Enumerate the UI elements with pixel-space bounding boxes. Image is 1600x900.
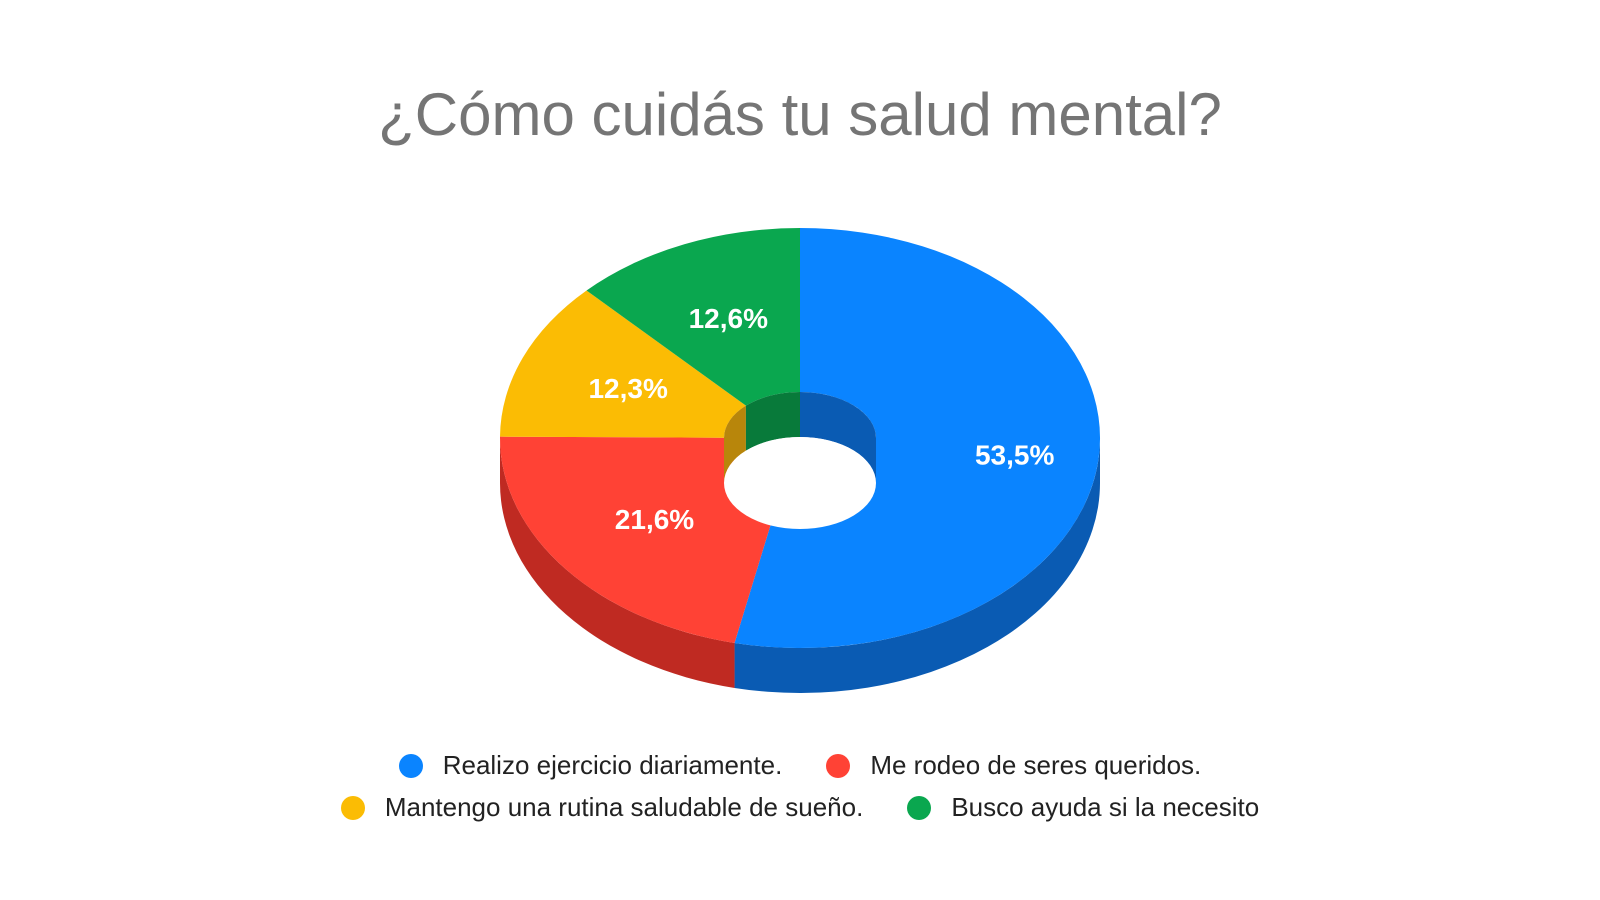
legend-dot-busco-ayuda <box>907 795 932 820</box>
pie-slice-rutina-sueno <box>500 290 746 438</box>
legend-label-busco-ayuda: Busco ayuda si la necesito <box>951 792 1260 822</box>
pie-slice-seres-queridos <box>500 436 784 643</box>
pie-hole-wall-ejercicio-1 <box>800 392 876 483</box>
legend-item-ejercicio: Realizo ejercicio diariamente. <box>398 750 783 781</box>
legend-label-rutina-sueno: Mantengo una rutina saludable de sueño. <box>384 792 864 822</box>
pie-hole-wall-rutina-sueno-0 <box>724 405 746 483</box>
legend-label-ejercicio: Realizo ejercicio diariamente. <box>442 750 783 780</box>
pie-hole-wall-busco-ayuda-0 <box>745 392 800 451</box>
legend-label-seres-queridos: Me rodeo de seres queridos. <box>870 750 1202 780</box>
legend-dot-seres-queridos <box>826 753 851 778</box>
pie-hole <box>724 437 876 529</box>
legend-row-2: Mantengo una rutina saludable de sueño. … <box>0 792 1600 823</box>
chart-title: ¿Cómo cuidás tu salud mental? <box>378 81 1222 148</box>
pie-slice-ejercicio <box>734 228 1101 648</box>
legend-dot-rutina-sueno <box>340 795 365 820</box>
legend-item-seres-queridos: Me rodeo de seres queridos. <box>826 750 1201 781</box>
pie-side-ejercicio <box>734 438 1100 693</box>
pie-side-seres-queridos <box>500 438 735 688</box>
data-label-busco-ayuda: 12,6% <box>689 303 768 334</box>
pie-slice-busco-ayuda <box>586 228 800 406</box>
legend-dot-ejercicio <box>398 753 423 778</box>
legend-item-busco-ayuda: Busco ayuda si la necesito <box>907 792 1259 823</box>
data-label-ejercicio: 53,5% <box>975 440 1054 471</box>
legend-item-rutina-sueno: Mantengo una rutina saludable de sueño. <box>340 792 864 823</box>
data-label-seres-queridos: 21,6% <box>615 504 694 535</box>
legend-row-1: Realizo ejercicio diariamente. Me rodeo … <box>0 750 1600 781</box>
data-label-rutina-sueno: 12,3% <box>588 373 667 404</box>
